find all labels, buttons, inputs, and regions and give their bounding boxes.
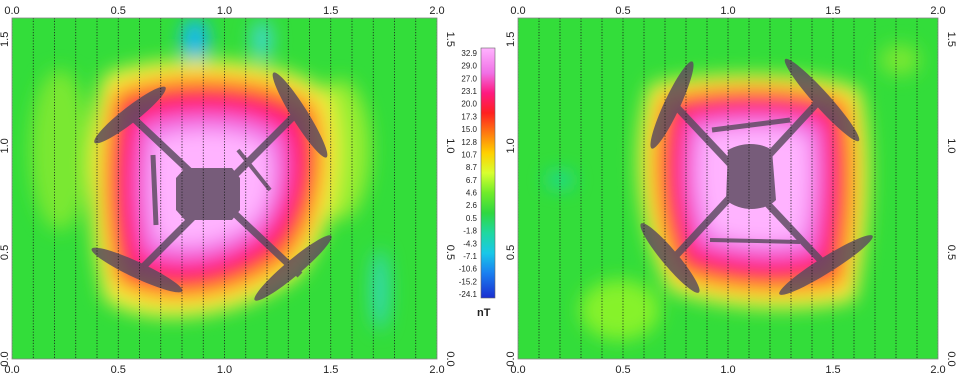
y-tick-left: 1.5 [0,32,11,47]
colorbar: 32.9 29.0 27.0 23.1 20.0 17.3 15.0 12.8 10.7 8.7 6… [459,47,496,319]
colorbar-ticks: 32.9 29.0 27.0 23.1 20.0 17.3 15.0 12.8 10.7 8.7 6… [459,49,478,299]
right-rotor-bottom-left [640,223,700,293]
colorbar-tick-label: 32.9 [461,49,477,58]
y-tick-right: 1.0 [444,138,456,153]
left-rotor-bottom-left [91,247,183,293]
y-tick-left: 0.0 [505,351,517,366]
colorbar-tick-label: 0.5 [466,214,478,223]
colorbar-gradient [480,47,496,299]
y-tick-left: 1.5 [505,32,517,47]
x-tick-top: 0.5 [111,5,126,17]
colorbar-tick-label: -24.1 [459,290,478,299]
right-plot-frame [517,17,939,360]
x-tick-top: 0.0 [510,5,525,17]
colorbar-tick-label: -1.8 [463,227,477,236]
left-rotor-top-left [94,86,166,144]
right-heatmap-panel: 0.00.00.50.51.01.01.51.52.02.00.0 0.00.5 0… [505,5,956,376]
y-tick-right: 0.5 [444,245,456,260]
y-tick-right: 1.0 [945,138,956,153]
x-tick-bottom: 0.0 [510,364,525,376]
colorbar-tick-label: 15.0 [461,125,477,134]
colorbar-tick-label: 4.6 [466,189,478,198]
x-tick-bottom: 2.0 [429,364,444,376]
y-tick-right: 0.0 [444,351,456,366]
colorbar-tick-label: 10.7 [461,150,477,159]
colorbar-tick-label: 6.7 [466,176,478,185]
colorbar-tick-label: 8.7 [466,163,478,172]
y-tick-right: 0.0 [945,351,956,366]
colorbar-tick-label: 27.0 [461,74,477,83]
x-tick-bottom: 0.5 [111,364,126,376]
x-tick-bottom: 0.5 [615,364,630,376]
left-rotor-bottom-right [254,235,332,301]
y-tick-right: 1.5 [945,32,956,47]
colorbar-tick-label: 23.1 [461,87,477,96]
right-drone-overlay [640,58,873,295]
x-tick-top: 1.0 [720,5,735,17]
x-tick-bottom: 0.0 [4,364,19,376]
x-tick-bottom: 1.0 [217,364,232,376]
y-tick-left: 0.5 [0,245,11,260]
right-rotor-bottom-right [779,235,873,295]
x-tick-top: 2.0 [930,5,945,17]
right-survey-lines [518,18,938,359]
right-heatmap-field [518,18,938,359]
colorbar-tick-label: -15.2 [459,277,478,286]
colorbar-unit: nT [477,307,491,319]
left-rotor-top-right [272,72,328,158]
y-tick-left: 1.0 [0,138,11,153]
y-tick-left: 0.0 [0,351,11,366]
x-tick-top: 1.0 [217,5,232,17]
right-axis-ticks: 0.00.00.50.51.01.01.51.52.02.00.0 0.00.5 0… [505,5,956,376]
y-tick-right: 1.5 [444,32,456,47]
left-axis-ticks: 0.00.00.50.51.01.01.51.52.02.00.0 0.00.5 0… [0,5,456,376]
x-tick-bottom: 1.5 [323,364,338,376]
right-rotor-top-right [784,58,860,142]
x-tick-top: 1.5 [825,5,840,17]
colorbar-tick-label: 17.3 [461,112,477,121]
x-tick-top: 0.0 [4,5,19,17]
x-tick-top: 1.5 [323,5,338,17]
left-heatmap-panel: 0.00.00.50.51.01.01.51.52.02.00.0 0.00.5 0… [0,5,456,376]
left-drone-overlay [91,72,332,301]
y-tick-left: 1.0 [505,138,517,153]
y-tick-right: 0.5 [945,245,956,260]
colorbar-tick-label: 20.0 [461,100,477,109]
x-tick-bottom: 1.0 [720,364,735,376]
colorbar-tick-label: -7.1 [463,252,477,261]
left-survey-lines [12,18,437,359]
colorbar-tick-label: -10.6 [459,265,478,274]
x-tick-top: 2.0 [429,5,444,17]
colorbar-tick-label: 12.8 [461,138,477,147]
x-tick-top: 0.5 [615,5,630,17]
left-heatmap-field [12,18,437,359]
colorbar-tick-label: 2.6 [466,201,478,210]
x-tick-bottom: 1.5 [825,364,840,376]
left-plot-frame [11,17,438,360]
colorbar-tick-label: -4.3 [463,239,477,248]
x-tick-bottom: 2.0 [930,364,945,376]
colorbar-tick-label: 29.0 [461,62,477,71]
y-tick-left: 0.5 [505,245,517,260]
